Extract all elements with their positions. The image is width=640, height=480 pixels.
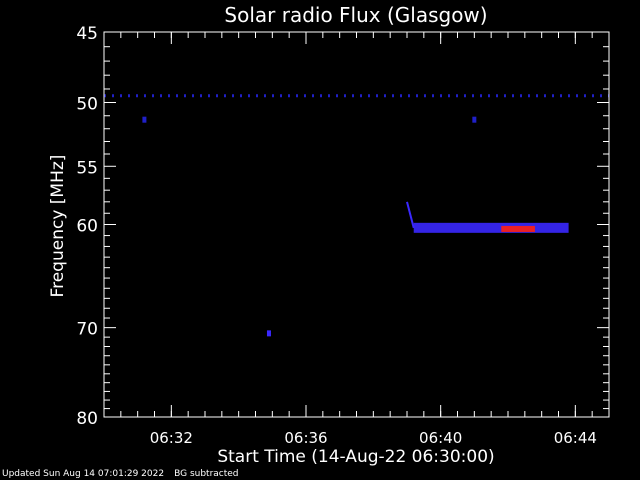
x-axis-label: Start Time (14-Aug-22 06:30:00) (217, 447, 494, 467)
spot (266, 330, 271, 337)
y-tick-label: 45 (76, 24, 98, 44)
bg-subtracted-note: BG subtracted (174, 469, 239, 479)
axes: 45 50 55 60 70 80 06:32 06:36 06:40 06:44 (76, 24, 610, 447)
spot (472, 116, 477, 123)
burst-onset (406, 201, 415, 229)
chart-title: Solar radio Flux (Glasgow) (224, 3, 487, 27)
x-tick-label: 06:36 (284, 429, 327, 447)
status-footer: Updated Sun Aug 14 07:01:29 2022 BG subtr… (2, 469, 249, 479)
y-tick-label: 50 (76, 95, 98, 115)
burst-band (413, 222, 569, 233)
plot-area (104, 32, 609, 417)
y-tick-label: 70 (76, 320, 98, 340)
x-tick-label: 06:40 (419, 429, 462, 447)
y-tick-label: 60 (76, 217, 98, 237)
updated-timestamp: Updated Sun Aug 14 07:01:29 2022 (2, 469, 165, 479)
burst-core (501, 225, 535, 232)
y-axis-label: Frequency [MHz] (48, 155, 68, 298)
x-tick-label: 06:44 (554, 429, 597, 447)
x-tick-label: 06:32 (150, 429, 193, 447)
y-tick-label: 55 (76, 158, 98, 178)
spot (142, 116, 147, 123)
y-tick-label: 80 (76, 409, 98, 429)
